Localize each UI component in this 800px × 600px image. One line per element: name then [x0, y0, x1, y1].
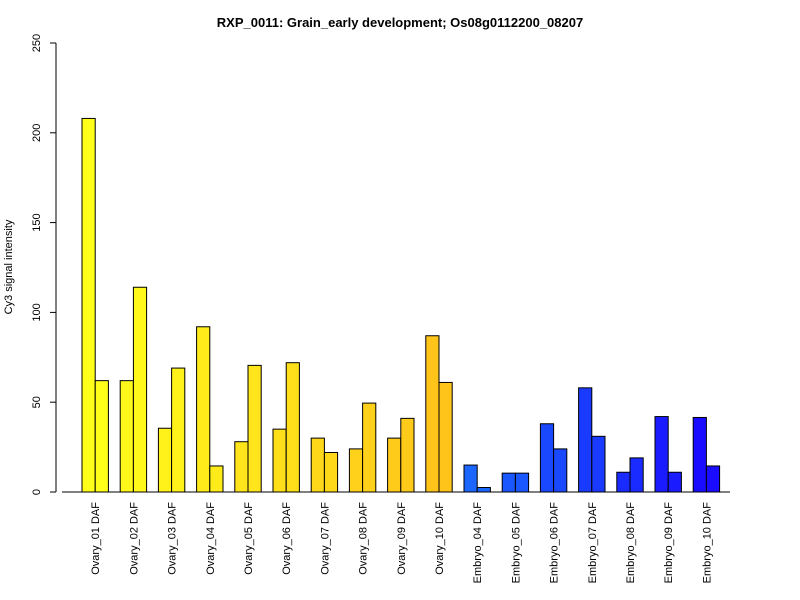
bar-2: [400, 417, 415, 493]
bar-2: [705, 465, 721, 493]
bar-1: [310, 437, 325, 493]
bar-2: [591, 435, 606, 493]
y-tick-label: 100: [31, 303, 43, 321]
bar-2: [667, 471, 682, 493]
bar-1: [272, 428, 287, 493]
bar-1: [616, 471, 631, 493]
y-tick-label: 50: [31, 396, 43, 408]
y-tick-label: 250: [31, 34, 43, 52]
x-axis-tick-labels: Ovary_01 DAF Ovary_02 DAF Ovary_03 DAF Ovar…: [90, 502, 713, 584]
y-tick-label: 0: [31, 489, 43, 495]
bar-2: [476, 487, 491, 493]
bar-1: [425, 335, 440, 493]
bar-2: [132, 286, 148, 493]
y-axis: 0 50 100 150 200 250: [31, 34, 57, 495]
x-tick-label: Ovary_03 DAF: [167, 502, 179, 575]
x-tick-label: Embryo_07 DAF: [587, 502, 599, 584]
x-tick-label: Ovary_02 DAF: [128, 502, 140, 575]
chart-title: RXP_0011: Grain_early development; Os08g…: [217, 15, 583, 30]
bar-2: [209, 465, 224, 493]
x-tick-label: Ovary_10 DAF: [434, 502, 446, 575]
bar-2: [285, 362, 300, 493]
x-tick-label: Ovary_01 DAF: [90, 502, 102, 575]
x-tick-label: Ovary_07 DAF: [319, 502, 331, 575]
bar-1: [119, 380, 134, 493]
bar-1: [692, 416, 707, 493]
bar-1: [387, 437, 402, 493]
y-tick-label: 200: [31, 124, 43, 142]
x-tick-label: Embryo_08 DAF: [625, 502, 637, 584]
bar-2: [94, 380, 109, 493]
bar-2: [171, 367, 186, 493]
bar-1: [234, 441, 249, 493]
bar-1: [539, 423, 555, 493]
x-tick-label: Ovary_04 DAF: [205, 502, 217, 575]
x-tick-label: Ovary_08 DAF: [358, 502, 370, 575]
x-tick-label: Embryo_10 DAF: [701, 502, 713, 584]
bar-2: [514, 472, 530, 493]
x-tick-label: Embryo_06 DAF: [549, 502, 561, 584]
bar-2: [247, 364, 262, 493]
y-axis-label: Cy3 signal intensity: [3, 219, 15, 314]
bar-1: [196, 326, 211, 493]
bar-1: [348, 448, 364, 493]
bar-2: [553, 448, 568, 493]
bar-2: [362, 402, 377, 493]
y-tick-label: 150: [31, 213, 43, 231]
bar-1: [501, 472, 516, 493]
x-tick-label: Ovary_09 DAF: [396, 502, 408, 575]
bar-2: [323, 451, 339, 493]
bar-2: [629, 457, 644, 493]
bar-1: [81, 117, 96, 493]
bar-1: [578, 387, 593, 493]
x-tick-label: Embryo_05 DAF: [510, 502, 522, 584]
bars: [81, 117, 721, 493]
bar-1: [157, 427, 173, 493]
x-tick-label: Ovary_06 DAF: [281, 502, 293, 575]
bar-2: [438, 381, 453, 493]
x-tick-label: Embryo_04 DAF: [472, 502, 484, 584]
bar-1: [463, 464, 478, 493]
x-tick-label: Embryo_09 DAF: [663, 502, 675, 584]
x-tick-label: Ovary_05 DAF: [243, 502, 255, 575]
bar-1: [654, 416, 669, 493]
